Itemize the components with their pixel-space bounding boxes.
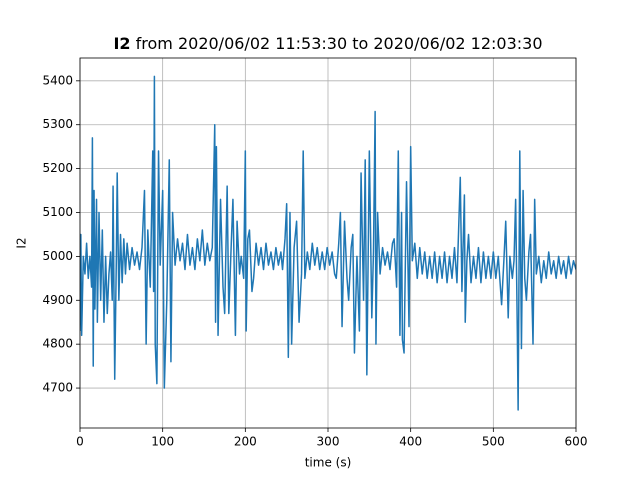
y-tick-label: 5100: [42, 205, 73, 219]
y-tick-label: 5000: [42, 249, 73, 263]
x-tick-label: 300: [317, 435, 340, 449]
y-tick-label: 4800: [42, 337, 73, 351]
x-tick-label: 0: [76, 435, 84, 449]
chart-title: I2 from 2020/06/02 11:53:30 to 2020/06/0…: [113, 34, 542, 53]
x-tick-label: 500: [482, 435, 505, 449]
y-tick-label: 5300: [42, 117, 73, 131]
y-tick-label: 4900: [42, 293, 73, 307]
x-tick-label: 200: [234, 435, 257, 449]
y-tick-label: 5200: [42, 161, 73, 175]
x-tick-label: 400: [399, 435, 422, 449]
plot-frame: [79, 57, 577, 429]
y-tick-label: 5400: [42, 73, 73, 87]
y-axis-label: I2: [15, 237, 29, 248]
data-line: [80, 75, 576, 411]
x-tick-label: 100: [151, 435, 174, 449]
title-bold: I2: [113, 34, 130, 53]
x-tick-label: 600: [565, 435, 588, 449]
title-rest: from 2020/06/02 11:53:30 to 2020/06/02 1…: [136, 34, 543, 53]
x-axis-label: time (s): [305, 456, 352, 470]
y-tick-label: 4700: [42, 381, 73, 395]
